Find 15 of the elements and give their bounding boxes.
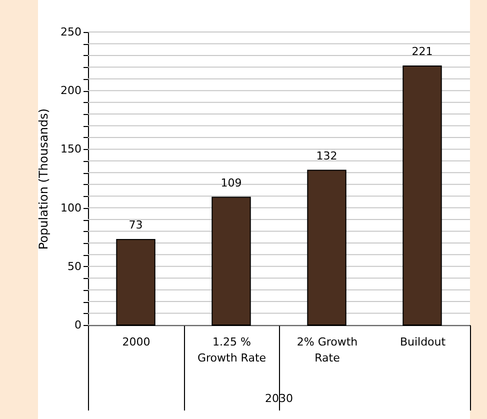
y-tick-label: 250 xyxy=(60,26,82,38)
y-tick-label: 0 xyxy=(74,318,82,332)
y-tick-label: 100 xyxy=(60,201,82,214)
data-label: 221 xyxy=(412,44,433,58)
x-tick-label: 2000 xyxy=(122,336,150,348)
data-label: 109 xyxy=(220,176,242,190)
x-tick-label: 2% Growth Rate xyxy=(296,336,358,364)
y-tick-label: 150 xyxy=(60,142,82,156)
y-axis-title: Population (Thousands) xyxy=(36,108,51,250)
data-label: 73 xyxy=(128,218,143,232)
y-tick-label: 50 xyxy=(68,260,82,273)
y-tick-label: 200 xyxy=(60,84,82,98)
data-label: 132 xyxy=(316,149,338,162)
x-tick-label: Buildout xyxy=(400,336,446,348)
x-tick-label: 1.25 % Growth Rate xyxy=(197,336,266,364)
